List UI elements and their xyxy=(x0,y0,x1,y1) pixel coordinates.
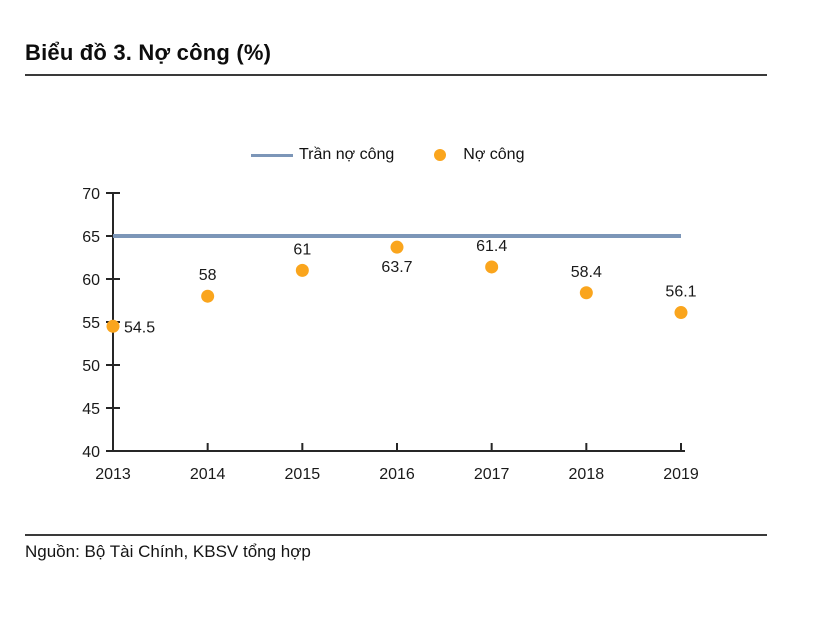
y-tick-label: 65 xyxy=(82,229,100,246)
data-label-2017: 61.4 xyxy=(476,238,507,255)
data-point-2015 xyxy=(295,263,309,277)
footer-divider xyxy=(25,534,767,536)
y-tick-label: 70 xyxy=(82,186,100,203)
chart-legend: Trần nợ công Nợ công xyxy=(251,144,524,166)
x-tick-label: 2018 xyxy=(569,466,605,483)
data-point-2017 xyxy=(485,260,499,274)
y-tick-label: 55 xyxy=(82,315,100,332)
y-tick-label: 50 xyxy=(82,358,100,375)
data-point-2018 xyxy=(579,286,593,300)
legend-label-ceiling: Trần nợ công xyxy=(299,146,395,163)
x-tick-label: 2017 xyxy=(474,466,510,483)
ceiling-line-swatch xyxy=(251,153,293,157)
data-label-2018: 58.4 xyxy=(571,264,602,281)
data-point-2016 xyxy=(390,240,404,254)
source-note: Nguồn: Bộ Tài Chính, KBSV tổng hợp xyxy=(25,542,311,561)
debt-dot-swatch xyxy=(434,149,447,161)
x-tick-label: 2014 xyxy=(190,466,226,483)
data-label-2019: 56.1 xyxy=(665,284,696,301)
data-point-2019 xyxy=(674,306,688,320)
data-point-2014 xyxy=(201,289,215,303)
y-tick-label: 60 xyxy=(82,272,100,289)
x-tick-label: 2015 xyxy=(285,466,321,483)
data-point-2013 xyxy=(106,319,120,333)
x-tick-label: 2016 xyxy=(379,466,415,483)
data-label-2014: 58 xyxy=(199,267,217,284)
x-tick-label: 2013 xyxy=(95,466,131,483)
data-label-2015: 61 xyxy=(293,241,311,258)
y-tick-label: 40 xyxy=(82,444,100,461)
legend-label-debt: Nợ công xyxy=(463,146,525,163)
debt-chart: 40 45 50 55 60 65 70 2013 2014 2015 2016 2017 2018 20… xyxy=(82,186,699,483)
title-underline xyxy=(25,74,767,76)
y-tick-label: 45 xyxy=(82,401,100,418)
data-label-2016: 63.7 xyxy=(381,259,412,276)
chart-title: Biểu đồ 3. Nợ công (%) xyxy=(25,40,272,65)
data-label-2013: 54.5 xyxy=(124,319,155,336)
x-tick-label: 2019 xyxy=(663,466,699,483)
